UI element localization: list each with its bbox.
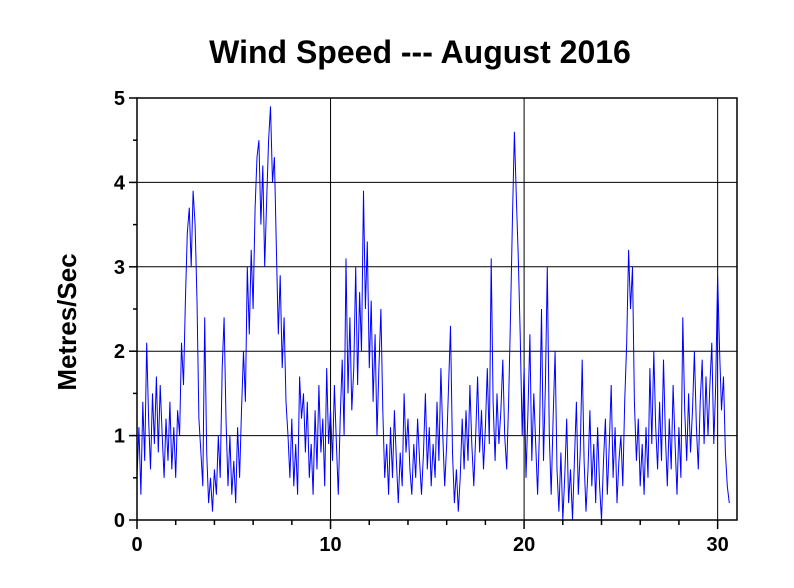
y-tick-label: 0 xyxy=(114,510,125,532)
y-tick-label: 1 xyxy=(114,426,125,448)
y-tick-label: 4 xyxy=(114,172,126,194)
axis-ticks xyxy=(129,97,719,529)
x-tick-label: 0 xyxy=(131,534,142,556)
x-tick-label: 30 xyxy=(707,534,729,556)
chart-title: Wind Speed --- August 2016 xyxy=(209,34,631,70)
x-tick-label: 10 xyxy=(319,534,341,556)
x-tick-label: 20 xyxy=(513,534,535,556)
y-tick-labels: 0 1 2 3 4 5 xyxy=(114,88,126,532)
wind-speed-line xyxy=(136,106,730,521)
y-tick-label: 2 xyxy=(114,341,125,363)
x-tick-labels: 0 10 20 30 xyxy=(131,534,728,556)
y-axis-label: Metres/Sec xyxy=(52,253,82,390)
y-tick-label: 5 xyxy=(114,88,125,110)
y-tick-label: 3 xyxy=(114,257,125,279)
data-series xyxy=(136,106,730,521)
